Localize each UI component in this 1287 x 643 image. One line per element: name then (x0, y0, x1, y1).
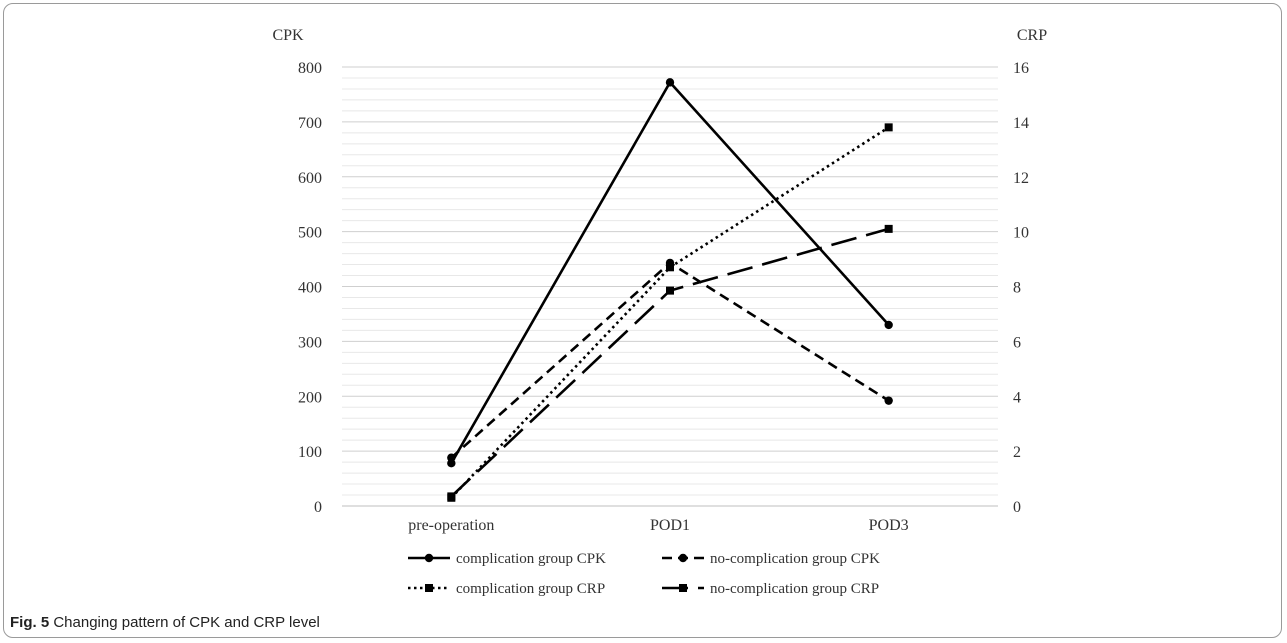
legend-label: complication group CPK (456, 551, 606, 567)
legend-label: complication group CRP (456, 581, 605, 597)
y-right-tick-label: 4 (1013, 389, 1021, 406)
y-right-tick-label: 16 (1013, 60, 1029, 77)
x-tick-label: POD1 (650, 517, 690, 534)
legend-item: complication group CRP (408, 581, 605, 597)
gridlines (342, 66, 998, 507)
y-left-tick-label: 500 (298, 225, 322, 242)
y-left-tick-label: 600 (298, 170, 322, 187)
figure-label: Fig. 5 (10, 614, 50, 631)
data-point (447, 453, 456, 462)
y-left-tick-label: 400 (298, 280, 322, 297)
y-left-tick-label: 700 (298, 115, 322, 132)
y-right-tick-label: 14 (1013, 115, 1029, 132)
data-point (884, 224, 893, 233)
y-left-tick-label: 0 (314, 499, 322, 516)
data-point (884, 396, 893, 405)
series-no-complication-group-crp (447, 224, 893, 501)
legend-item: complication group CPK (408, 551, 606, 567)
y-left-tick-label: 300 (298, 334, 322, 351)
legend-swatch-marker (678, 553, 688, 563)
legend-label: no-complication group CPK (710, 551, 880, 567)
legend-swatch-marker (425, 584, 433, 592)
legend-label: no-complication group CRP (710, 581, 879, 597)
y-right-tick-label: 0 (1013, 499, 1021, 516)
data-point (665, 78, 675, 87)
figure-caption-text: Changing pattern of CPK and CRP level (53, 614, 320, 631)
data-point (884, 320, 893, 330)
data-point (666, 263, 674, 272)
y-left-tick-label: 200 (298, 389, 322, 406)
data-point (666, 286, 674, 295)
legend: complication group CPK no-complication gr… (408, 551, 880, 597)
figure-caption: Fig. 5 Changing pattern of CPK and CRP l… (10, 614, 320, 631)
y-left-axis-title: CPK (272, 27, 304, 44)
legend-item: no-complication group CRP (662, 581, 879, 597)
legend-swatch-marker (424, 553, 434, 563)
data-point (447, 492, 456, 501)
y-left-tick-label: 800 (298, 60, 322, 77)
series-line (450, 80, 890, 464)
legend-swatch-marker (679, 584, 687, 592)
x-tick-label: POD3 (869, 517, 909, 534)
y-right-tick-label: 6 (1013, 334, 1021, 351)
y-right-axis-title: CRP (1017, 27, 1047, 44)
data-point (884, 123, 893, 132)
legend-item: no-complication group CPK (662, 551, 880, 567)
figure-frame (3, 3, 1282, 638)
series-complication-group-cpk (447, 78, 893, 468)
y-right-tick-label: 8 (1013, 280, 1021, 297)
y-right-tick-label: 12 (1013, 170, 1029, 187)
y-right-tick-label: 2 (1013, 444, 1021, 461)
y-right-tick-label: 10 (1013, 225, 1029, 242)
y-left-tick-label: 100 (298, 444, 322, 461)
series-no-complication-group-cpk (447, 258, 893, 462)
series-complication-group-crp (447, 123, 893, 502)
series-line (450, 126, 890, 499)
x-tick-label: pre-operation (408, 517, 494, 534)
